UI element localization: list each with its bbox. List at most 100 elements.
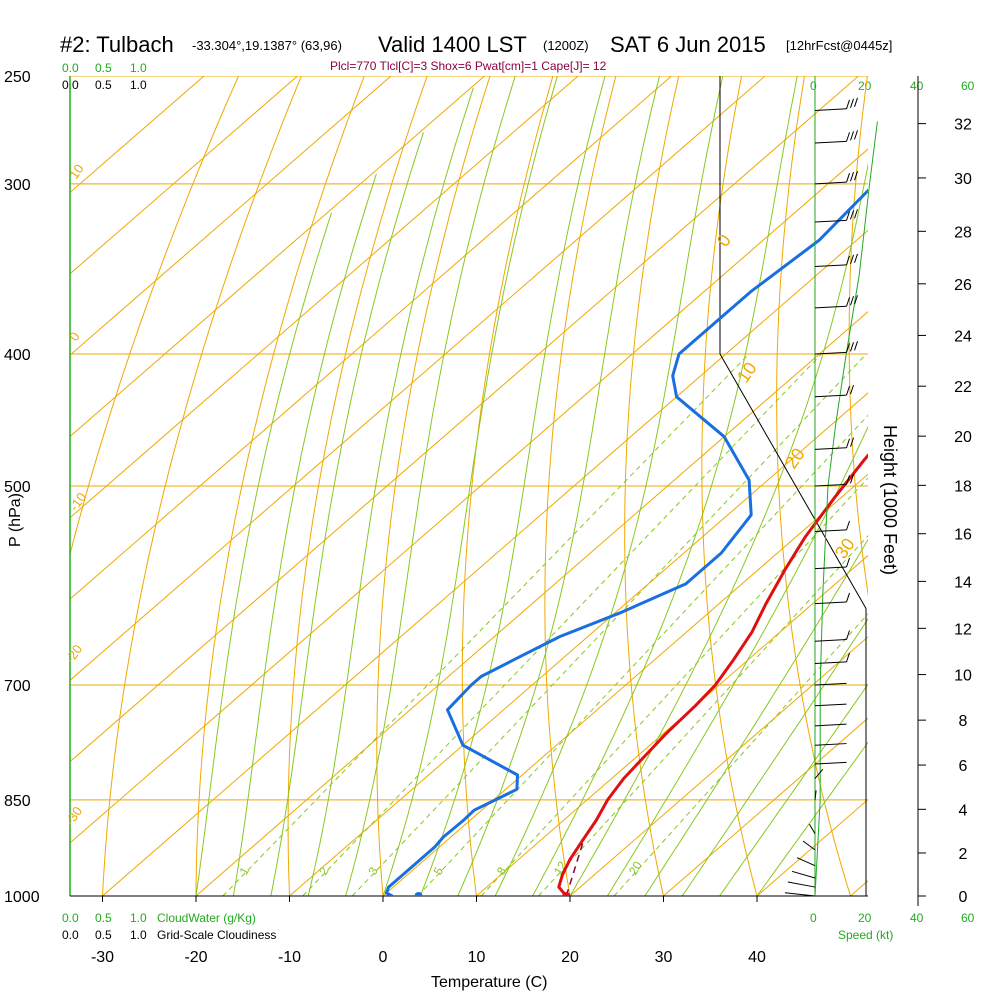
x-tick-label: -10 (278, 949, 301, 966)
moist-adiabat (644, 538, 868, 896)
dry-adiabat (544, 76, 617, 896)
isotherm (70, 76, 766, 682)
isotherm (476, 554, 868, 896)
dry-adiabat (102, 76, 302, 896)
wind-barb-flag (850, 131, 854, 141)
height-tick-label: 24 (954, 328, 972, 345)
isotherm (382, 473, 868, 896)
isotherm-label: 0 (66, 329, 82, 344)
wind-barb-flag (850, 296, 854, 306)
isotherm-label: 0 (713, 231, 735, 251)
mixing-ratio-line (613, 613, 868, 896)
wind-barb-flag (850, 210, 854, 220)
height-tick-label: 12 (954, 621, 972, 638)
wind-barb-flag (854, 253, 858, 264)
pressure-tick: 400 (4, 347, 31, 364)
moist-adiabat (606, 425, 868, 896)
mixing-ratio-label: 8 (494, 864, 510, 877)
wind-barb-flag (850, 437, 854, 447)
wind-barb-flag (846, 343, 850, 353)
wind-barb-flag (854, 295, 858, 305)
x-tick-label: -20 (184, 949, 207, 966)
wind-barb-flag (846, 520, 850, 531)
isotherm (944, 76, 1000, 896)
mixing-ratio-label: 1 (237, 864, 253, 877)
pressure-tick: 850 (4, 793, 31, 810)
isotherm (70, 76, 579, 519)
isotherm (102, 229, 868, 896)
y-axis-title: P (hPa) (7, 493, 24, 547)
x-tick-label: -30 (91, 949, 114, 966)
wind-barb-flag (850, 254, 854, 265)
moist-adiabat (419, 76, 606, 896)
height-tick-label: 28 (954, 224, 972, 241)
wind-barb (802, 840, 816, 851)
dry-adiabat (776, 76, 851, 896)
wind-barb-flag (854, 130, 858, 140)
isotherm (195, 310, 868, 896)
pressure-tick: 300 (4, 177, 31, 194)
wind-barb (814, 447, 847, 450)
wind-barb (814, 219, 847, 223)
isotherm (850, 880, 868, 896)
pressure-tick: 250 (4, 69, 31, 86)
x-tick-label: 10 (468, 949, 486, 966)
moist-adiabat (494, 76, 724, 896)
wind-barb (814, 140, 847, 144)
wind-barb (814, 682, 847, 686)
wind-barb-flag (850, 474, 854, 484)
moist-adiabat (532, 76, 798, 896)
wind-barb-flag (846, 99, 850, 109)
cloudwater-label: CloudWater (g/Kg) (157, 911, 256, 925)
moist-adiabat (719, 683, 868, 896)
slant-boundary (719, 353, 867, 609)
moist-adiabat (195, 212, 333, 896)
wind-barb (814, 723, 847, 727)
height-tick-label: 8 (959, 713, 968, 730)
wind-barb (787, 881, 816, 888)
wind-barb (784, 892, 816, 897)
isotherm (70, 76, 485, 438)
dry-adiabat (70, 76, 239, 557)
wind-barb (814, 529, 847, 533)
wind-barb (814, 601, 847, 605)
profile-layer (384, 188, 868, 896)
bottom-scale-black-1: 0.5 (95, 928, 112, 942)
height-tick-label: 6 (959, 758, 968, 775)
speed-tick-top-1: 20 (858, 79, 872, 93)
top-scale-green-1: 0.5 (95, 61, 112, 75)
dewpoint-profile (384, 188, 868, 896)
wind-barb (814, 639, 847, 642)
speed-tick-bottom-0: 0 (810, 911, 817, 925)
wind-barb-flag (846, 132, 850, 142)
mixing-ratio-line (417, 414, 868, 896)
wind-barb (814, 108, 847, 111)
wind-barb-flag (846, 385, 850, 396)
x-tick-label: 40 (748, 949, 766, 966)
wind-barb (814, 483, 847, 487)
moist-adiabat (232, 173, 377, 896)
moist-adiabat (345, 76, 516, 896)
dry-adiabat (701, 76, 758, 896)
mixing-ratio-line (222, 353, 750, 896)
speed-tick-bottom-2: 40 (910, 911, 924, 925)
bottom-scale-black-0: 0.0 (62, 928, 79, 942)
wind-barb (814, 790, 817, 800)
height-axis-title: Height (1000 Feet) (880, 425, 900, 575)
wind-barb (814, 768, 824, 779)
height-tick-label: 10 (954, 668, 972, 685)
dry-adiabat (988, 76, 1000, 896)
surface-temperature-point (562, 892, 571, 896)
moist-adiabat (307, 87, 474, 896)
frame-layer (69, 76, 926, 906)
x-tick-label: 0 (379, 949, 388, 966)
isotherm-label: -20 (62, 642, 85, 666)
wind-barb (814, 181, 847, 185)
wind-barb-flag (854, 171, 858, 181)
top-scale-green-0: 0.0 (62, 61, 79, 75)
dry-adiabat (848, 76, 868, 597)
wind-barb-flag (854, 209, 858, 219)
wind-barb-flag (846, 173, 850, 183)
height-tick-label: 2 (959, 846, 968, 863)
wind-barb-flag (846, 297, 850, 307)
